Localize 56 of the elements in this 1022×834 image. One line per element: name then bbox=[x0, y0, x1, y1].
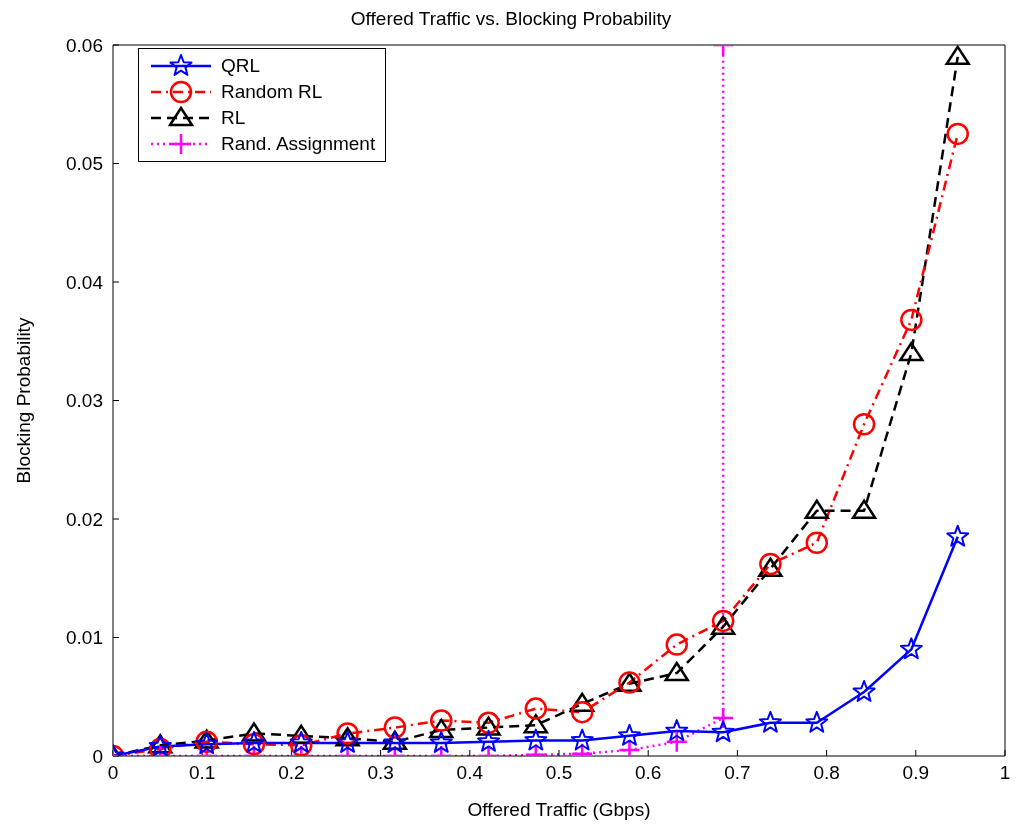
point bbox=[477, 729, 500, 752]
y-tick-label: 0 bbox=[92, 745, 103, 767]
y-tick-label: 0.01 bbox=[66, 627, 103, 649]
legend-label: QRL bbox=[221, 55, 261, 77]
point bbox=[758, 710, 782, 733]
point bbox=[899, 637, 923, 660]
x-tick-label: 0.1 bbox=[188, 762, 216, 784]
x-axis-title: Offered Traffic (Gbps) bbox=[467, 799, 651, 820]
x-tick-label: 0.5 bbox=[545, 762, 573, 784]
point bbox=[665, 633, 688, 656]
point bbox=[429, 730, 453, 753]
legend-label: Rand. Assignment bbox=[221, 133, 376, 155]
x-tick-label: 0 bbox=[107, 762, 119, 784]
x-tick-label: 0.6 bbox=[634, 762, 662, 784]
point bbox=[618, 723, 641, 746]
y-tick-label: 0.04 bbox=[66, 271, 104, 293]
y-axis-title: Blocking Probability bbox=[12, 317, 34, 484]
point bbox=[805, 531, 829, 554]
point bbox=[804, 499, 830, 519]
point bbox=[336, 730, 360, 753]
x-tick-label: 0.9 bbox=[902, 762, 930, 784]
legend-label: Random RL bbox=[221, 81, 323, 103]
point bbox=[759, 552, 782, 576]
x-tick-label: 0.3 bbox=[367, 762, 394, 784]
point bbox=[852, 412, 876, 436]
y-tick-label: 0.02 bbox=[66, 508, 103, 530]
y-tick-label: 0.03 bbox=[66, 390, 103, 412]
point bbox=[477, 711, 500, 735]
chart-title: Offered Traffic vs. Blocking Probability bbox=[349, 8, 673, 31]
y-tick-label: 0.06 bbox=[66, 34, 103, 56]
point bbox=[664, 661, 689, 682]
point bbox=[946, 122, 969, 146]
x-tick-label: 1 bbox=[999, 762, 1011, 784]
point bbox=[900, 308, 923, 332]
point bbox=[805, 710, 829, 733]
x-tick-label: 0.2 bbox=[278, 762, 305, 784]
point bbox=[946, 524, 970, 547]
x-tick-label: 0.4 bbox=[456, 762, 484, 784]
legend-label: RL bbox=[221, 107, 246, 129]
point bbox=[852, 680, 876, 702]
point bbox=[430, 709, 453, 732]
point bbox=[570, 700, 594, 724]
point bbox=[711, 706, 735, 730]
point bbox=[711, 609, 735, 633]
point bbox=[899, 341, 924, 362]
x-tick-label: 0.7 bbox=[724, 762, 751, 784]
point bbox=[383, 716, 407, 739]
x-tick-label: 0.8 bbox=[813, 762, 840, 784]
point bbox=[711, 720, 735, 743]
point bbox=[524, 728, 548, 751]
point bbox=[570, 728, 594, 751]
point bbox=[945, 45, 970, 66]
point bbox=[524, 697, 548, 720]
y-tick-label: 0.05 bbox=[66, 153, 103, 175]
point bbox=[665, 719, 689, 742]
point bbox=[851, 499, 877, 519]
